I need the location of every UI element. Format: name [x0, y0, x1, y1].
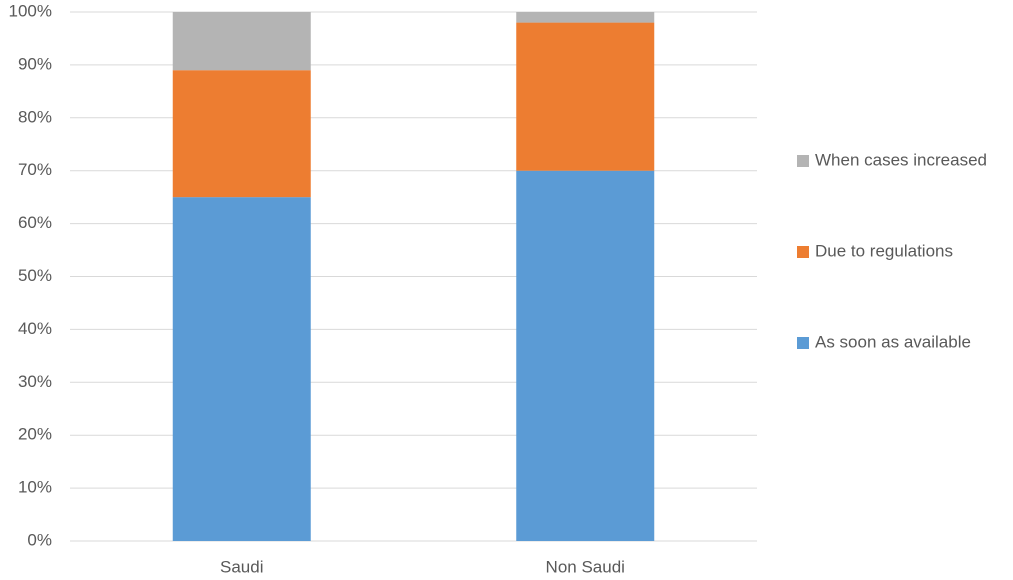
x-tick-label: Non Saudi	[546, 557, 625, 576]
bar-segment	[516, 170, 655, 541]
y-tick-label: 40%	[18, 319, 52, 338]
bar-segment	[516, 22, 655, 171]
y-tick-label: 100%	[9, 1, 52, 20]
y-tick-label: 20%	[18, 425, 52, 444]
bar-segment	[516, 12, 655, 23]
legend-swatch	[797, 155, 809, 167]
legend-label: When cases increased	[815, 150, 987, 169]
legend-swatch	[797, 246, 809, 258]
x-tick-label: Saudi	[220, 557, 263, 576]
y-tick-label: 10%	[18, 478, 52, 497]
y-tick-label: 70%	[18, 160, 52, 179]
bar-segment	[172, 70, 311, 198]
y-tick-label: 30%	[18, 372, 52, 391]
y-tick-label: 90%	[18, 54, 52, 73]
y-tick-label: 0%	[27, 530, 52, 549]
bar-segment	[172, 197, 311, 541]
legend-swatch	[797, 337, 809, 349]
legend-label: As soon as available	[815, 332, 971, 351]
y-tick-label: 60%	[18, 213, 52, 232]
legend-label: Due to regulations	[815, 241, 953, 260]
bar-segment	[172, 12, 311, 71]
y-tick-label: 50%	[18, 266, 52, 285]
y-tick-label: 80%	[18, 107, 52, 126]
